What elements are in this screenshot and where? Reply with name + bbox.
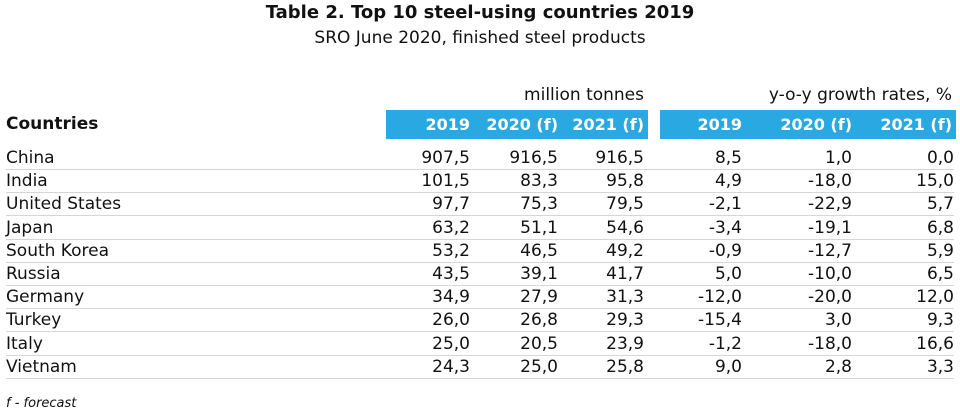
group-header-million-tonnes: million tonnes (524, 85, 644, 105)
table-row: Japan 63,2 51,1 54,6 -3,4 -19,1 6,8 (6, 216, 954, 240)
table-row: Italy 25,0 20,5 23,9 -1,2 -18,0 16,6 (6, 332, 954, 356)
mt-2020-cell: 25,0 (520, 356, 558, 377)
mt-2021-cell: 95,8 (606, 171, 644, 192)
yoy-2020-cell: -10,0 (808, 264, 852, 284)
mt-2019-cell: 63,2 (432, 217, 470, 238)
column-header-yoy-2020: 2020 (f) (780, 115, 852, 134)
yoy-2021-cell: 6,5 (926, 264, 954, 284)
yoy-2019-cell: -0,9 (708, 240, 742, 261)
footnote: f - forecast (6, 396, 77, 411)
country-name: India (6, 171, 48, 192)
header-bar-million-tonnes (386, 110, 648, 139)
country-name: Turkey (6, 310, 62, 331)
column-header-countries: Countries (6, 114, 99, 134)
mt-2020-cell: 39,1 (520, 264, 558, 284)
mt-2019-cell: 34,9 (432, 287, 470, 308)
header-bar-growth-rates (660, 110, 956, 139)
yoy-2020-cell: -19,1 (808, 217, 852, 238)
column-header-mt-2020: 2020 (f) (486, 115, 558, 134)
mt-2019-cell: 26,0 (432, 310, 470, 331)
country-name: United States (6, 194, 122, 215)
yoy-2021-cell: 15,0 (916, 171, 954, 192)
mt-2021-cell: 79,5 (606, 194, 644, 215)
yoy-2020-cell: -12,7 (808, 240, 852, 261)
mt-2021-cell: 23,9 (606, 333, 644, 354)
table-row: Germany 34,9 27,9 31,3 -12,0 -20,0 12,0 (6, 285, 954, 310)
table-row: India 101,5 83,3 95,8 4,9 -18,0 15,0 (6, 169, 954, 194)
yoy-2021-cell: 5,7 (926, 194, 954, 215)
yoy-2019-cell: -15,4 (698, 310, 742, 331)
mt-2019-cell: 53,2 (432, 240, 470, 261)
mt-2021-cell: 41,7 (606, 264, 644, 284)
yoy-2021-cell: 6,8 (926, 217, 954, 238)
yoy-2019-cell: 4,9 (714, 171, 742, 192)
yoy-2019-cell: -3,4 (708, 217, 742, 238)
yoy-2020-cell: -18,0 (808, 333, 852, 354)
yoy-2019-cell: -12,0 (698, 287, 742, 308)
yoy-2020-cell: -22,9 (808, 194, 852, 215)
yoy-2021-cell: 9,3 (926, 310, 954, 331)
mt-2019-cell: 43,5 (432, 264, 470, 284)
table-subtitle: SRO June 2020, finished steel products (314, 28, 646, 48)
country-name: Russia (6, 264, 61, 284)
yoy-2020-cell: 3,0 (824, 310, 852, 331)
yoy-2019-cell: 8,5 (714, 148, 742, 168)
yoy-2021-cell: 0,0 (926, 148, 954, 168)
column-header-yoy-2019: 2019 (697, 115, 742, 134)
yoy-2021-cell: 3,3 (926, 356, 954, 377)
table-row: United States 97,7 75,3 79,5 -2,1 -22,9 5,7 (6, 192, 954, 217)
yoy-2021-cell: 5,9 (926, 240, 954, 261)
table-row: China 907,5 916,5 916,5 8,5 1,0 0,0 (6, 146, 954, 170)
yoy-2020-cell: -20,0 (808, 287, 852, 308)
country-name: Germany (6, 287, 85, 308)
column-header-mt-2019: 2019 (425, 115, 470, 134)
mt-2021-cell: 49,2 (606, 240, 644, 261)
country-name: South Korea (6, 240, 110, 261)
table-row: Turkey 26,0 26,8 29,3 -15,4 3,0 9,3 (6, 308, 954, 333)
mt-2020-cell: 26,8 (520, 310, 558, 331)
mt-2021-cell: 25,8 (606, 356, 644, 377)
mt-2020-cell: 20,5 (520, 333, 558, 354)
table-row: Russia 43,5 39,1 41,7 5,0 -10,0 6,5 (6, 262, 954, 286)
yoy-2019-cell: -2,1 (708, 194, 742, 215)
mt-2020-cell: 51,1 (520, 217, 558, 238)
mt-2019-cell: 24,3 (432, 356, 470, 377)
yoy-2020-cell: 2,8 (824, 356, 852, 377)
mt-2019-cell: 25,0 (432, 333, 470, 354)
yoy-2020-cell: -18,0 (808, 171, 852, 192)
mt-2020-cell: 916,5 (509, 148, 558, 168)
yoy-2019-cell: 9,0 (714, 356, 742, 377)
table-row: South Korea 53,2 46,5 49,2 -0,9 -12,7 5,9 (6, 239, 954, 263)
yoy-2021-cell: 16,6 (916, 333, 954, 354)
mt-2019-cell: 907,5 (421, 148, 470, 168)
mt-2021-cell: 31,3 (606, 287, 644, 308)
group-header-growth-rates: y-o-y growth rates, % (768, 85, 952, 105)
country-name: Japan (6, 217, 54, 238)
mt-2019-cell: 101,5 (421, 171, 470, 192)
mt-2020-cell: 27,9 (520, 287, 558, 308)
yoy-2021-cell: 12,0 (916, 287, 954, 308)
table-title: Table 2. Top 10 steel-using countries 20… (265, 2, 695, 23)
mt-2021-cell: 54,6 (606, 217, 644, 238)
mt-2019-cell: 97,7 (432, 194, 470, 215)
table-row: Vietnam 24,3 25,0 25,8 9,0 2,8 3,3 (6, 355, 954, 379)
mt-2021-cell: 29,3 (606, 310, 644, 331)
mt-2020-cell: 75,3 (520, 194, 558, 215)
mt-2020-cell: 46,5 (520, 240, 558, 261)
yoy-2020-cell: 1,0 (824, 148, 852, 168)
country-name: Vietnam (6, 356, 77, 377)
country-name: China (6, 148, 55, 168)
column-header-yoy-2021: 2021 (f) (880, 115, 952, 134)
yoy-2019-cell: 5,0 (714, 264, 742, 284)
column-header-mt-2021: 2021 (f) (572, 115, 644, 134)
mt-2021-cell: 916,5 (595, 148, 644, 168)
country-name: Italy (6, 333, 43, 354)
yoy-2019-cell: -1,2 (708, 333, 742, 354)
mt-2020-cell: 83,3 (520, 171, 558, 192)
